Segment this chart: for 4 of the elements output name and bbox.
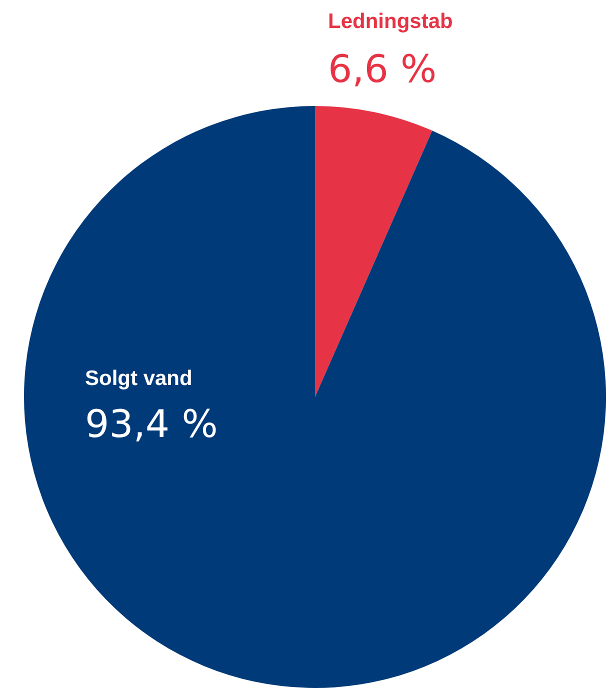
data-label: 93,4 % [85,402,218,446]
slice-label: Solgt vand [85,367,192,390]
slice-label: Ledningstab [328,10,453,33]
data-label: 6,6 % [328,47,437,91]
